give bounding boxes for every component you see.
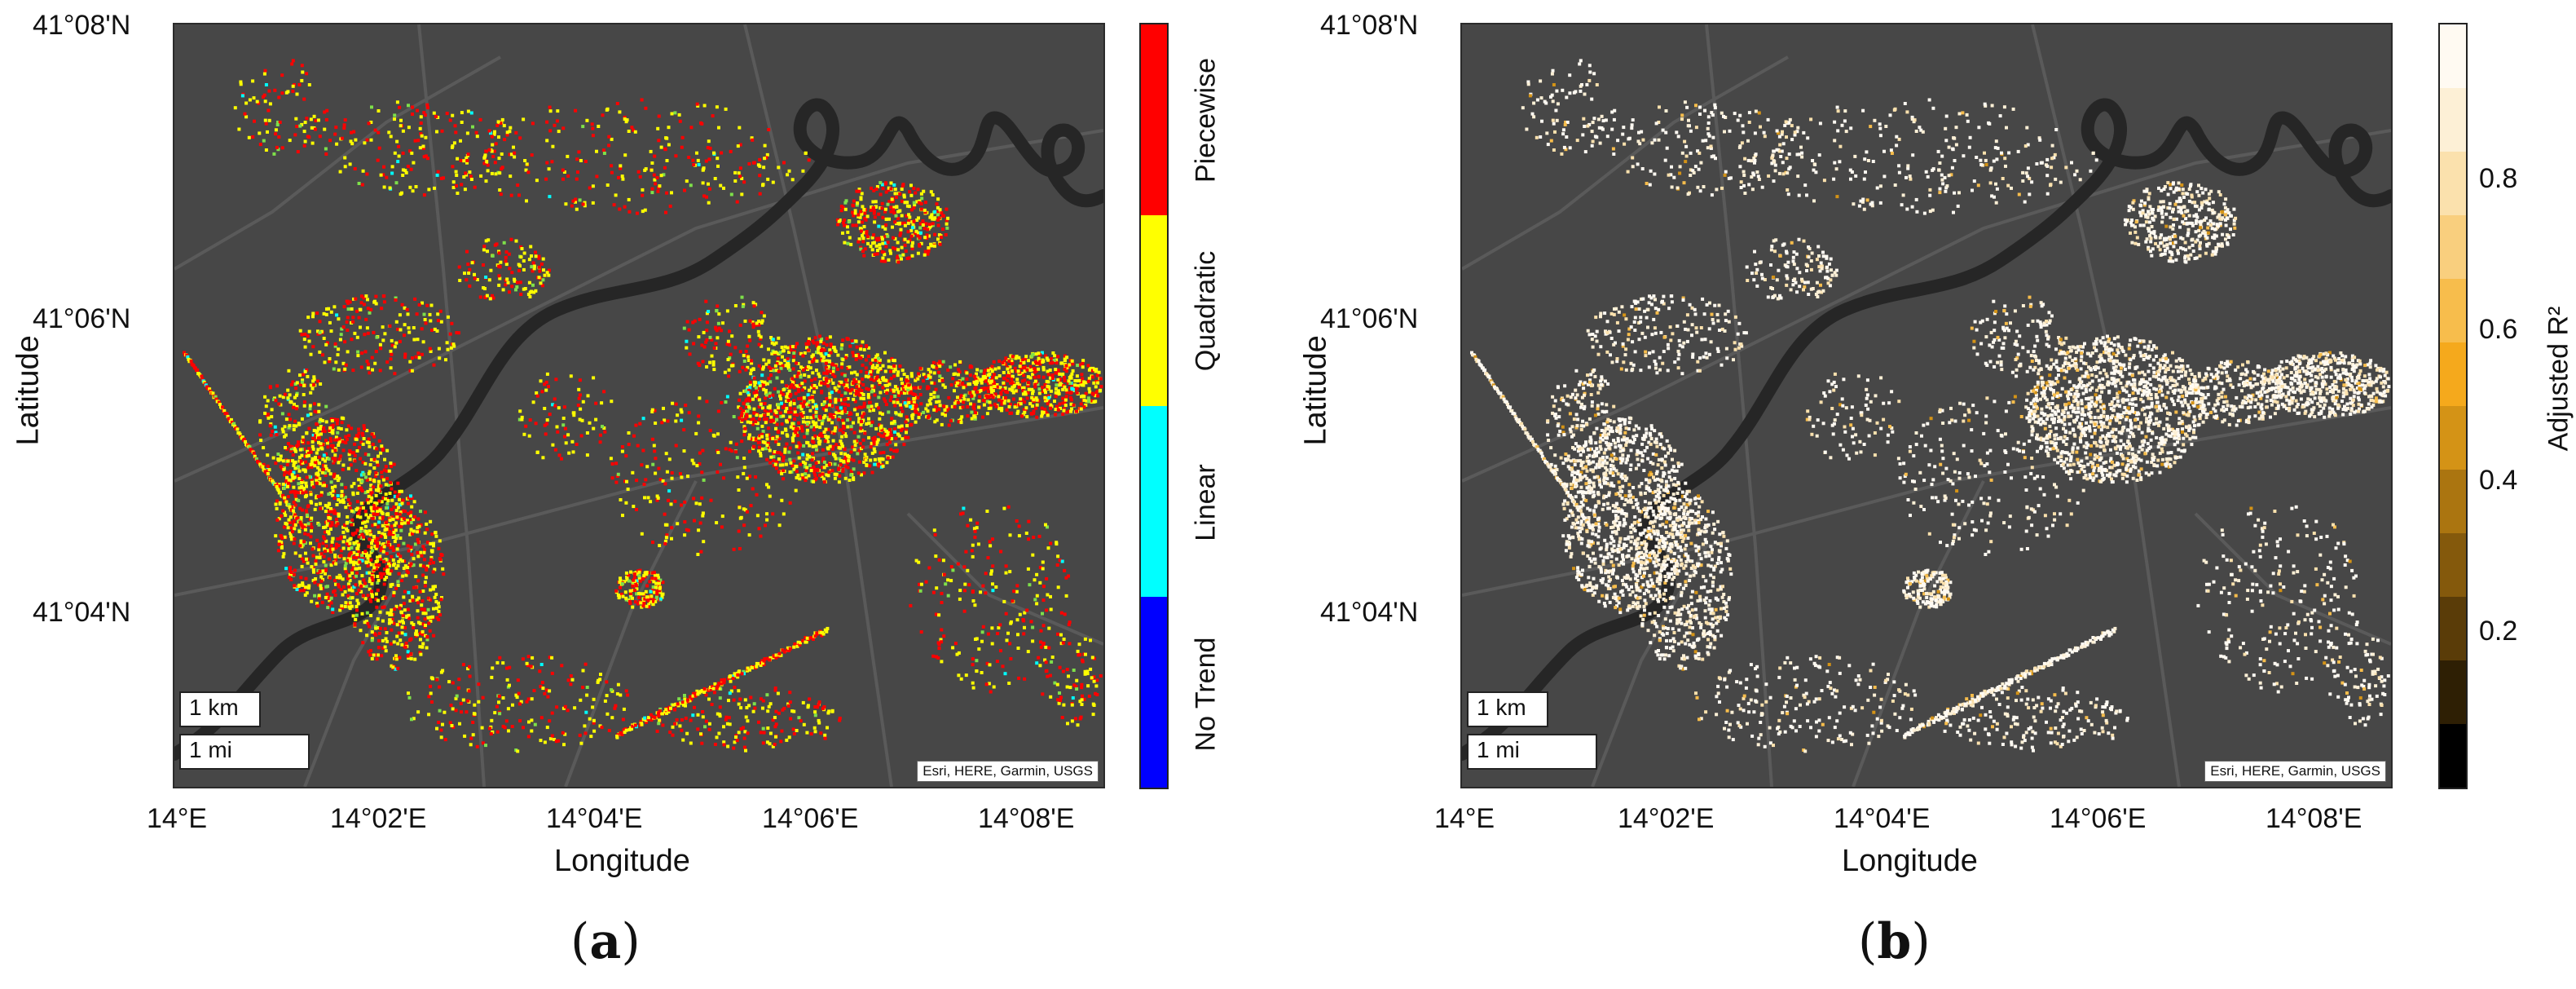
colorbar-segment xyxy=(2440,24,2466,88)
category-legend-bar xyxy=(1139,23,1169,789)
pixel-points xyxy=(183,59,1103,753)
legend-swatch-no-trend xyxy=(1141,597,1167,788)
x-tick-14-00: 14°E xyxy=(1434,803,1495,834)
x-tick-14-04: 14°04'E xyxy=(546,803,643,834)
y-tick-41-08: 41°08'N xyxy=(33,10,131,41)
x-tick-14-08: 14°08'E xyxy=(978,803,1075,834)
legend-label-no-trend: No Trend xyxy=(1190,637,1222,752)
colorbar-segment xyxy=(2440,342,2466,406)
y-tick-41-04: 41°04'N xyxy=(1320,597,1419,628)
colorbar-segment xyxy=(2440,660,2466,724)
road xyxy=(174,55,501,271)
x-tick-14-02: 14°02'E xyxy=(1618,803,1715,834)
colorbar-segment xyxy=(2440,724,2466,788)
panel-a: 41°08'N 41°06'N 41°04'N Latitude 1 km 1 m… xyxy=(11,10,1222,970)
scale-bar-mi: 1 mi xyxy=(179,734,310,770)
road xyxy=(906,512,1103,646)
legend-label-piecewise: Piecewise xyxy=(1190,57,1222,183)
colorbar-title: Adjusted R² xyxy=(2543,306,2574,452)
road xyxy=(174,129,1103,483)
colorbar-segment xyxy=(2440,597,2466,660)
y-tick-41-06: 41°06'N xyxy=(1320,303,1419,334)
x-tick-14-04: 14°04'E xyxy=(1834,803,1931,834)
map-attribution: Esri, HERE, Garmin, USGS xyxy=(917,761,1099,782)
legend-swatch-piecewise xyxy=(1141,24,1167,215)
colorbar-segment xyxy=(2440,533,2466,597)
x-tick-14-02: 14°02'E xyxy=(330,803,427,834)
adjusted-r2-colorbar xyxy=(2438,23,2468,789)
map-attribution: Esri, HERE, Garmin, USGS xyxy=(2204,761,2386,782)
colorbar-tick-0-4: 0.4 xyxy=(2479,465,2518,496)
panel-label-a: (a) xyxy=(570,913,641,970)
legend-swatch-quadratic xyxy=(1141,215,1167,406)
river-volturno xyxy=(174,98,1103,761)
legend-swatch-linear xyxy=(1141,406,1167,597)
road xyxy=(2194,512,2391,646)
x-tick-14-08: 14°08'E xyxy=(2266,803,2362,834)
legend-label-quadratic: Quadratic xyxy=(1190,250,1222,372)
legend-label-linear: Linear xyxy=(1190,464,1222,541)
scale-bar-mi: 1 mi xyxy=(1467,734,1597,770)
colorbar-segment xyxy=(2440,88,2466,152)
colorbar-segment xyxy=(2440,470,2466,533)
x-tick-14-06: 14°06'E xyxy=(762,803,859,834)
road xyxy=(1462,129,2391,483)
road xyxy=(2031,24,2181,787)
colorbar-segment xyxy=(2440,152,2466,215)
panel-b: 41°08'N 41°06'N 41°04'N Latitude 1 km 1 m… xyxy=(1288,0,2575,989)
y-tick-41-08: 41°08'N xyxy=(1320,10,1419,41)
y-axis-title: Latitude xyxy=(11,335,46,446)
map-panel-b[interactable]: 1 km 1 mi Esri, HERE, Garmin, USGS xyxy=(1460,23,2393,788)
road xyxy=(417,24,486,787)
x-tick-14-06: 14°06'E xyxy=(2050,803,2147,834)
y-tick-41-04: 41°04'N xyxy=(33,597,131,628)
x-axis-title: Longitude xyxy=(1842,844,1978,878)
road xyxy=(1462,55,1789,271)
road xyxy=(1705,24,1773,787)
y-axis-title: Latitude xyxy=(1298,335,1333,446)
road xyxy=(1852,480,1985,787)
colorbar-tick-0-6: 0.6 xyxy=(2479,314,2518,345)
colorbar-segment xyxy=(2440,279,2466,342)
colorbar-segment xyxy=(2440,406,2466,470)
scale-bar-km: 1 km xyxy=(1467,691,1548,727)
colorbar-segment xyxy=(2440,215,2466,279)
y-tick-41-06: 41°06'N xyxy=(33,303,131,334)
scale-bar-km: 1 km xyxy=(179,691,261,727)
river-volturno xyxy=(1462,98,2391,761)
pixel-points xyxy=(1470,59,2391,753)
map-panel-a[interactable]: 1 km 1 mi Esri, HERE, Garmin, USGS xyxy=(173,23,1105,788)
map-layer xyxy=(174,24,1103,787)
colorbar-tick-0-8: 0.8 xyxy=(2479,163,2518,194)
road xyxy=(743,24,893,787)
colorbar-tick-0-2: 0.2 xyxy=(2479,616,2518,647)
road xyxy=(564,480,698,787)
x-tick-14-00: 14°E xyxy=(147,803,208,834)
panel-label-b: (b) xyxy=(1858,913,1931,970)
x-axis-title: Longitude xyxy=(554,844,690,878)
map-layer xyxy=(1462,24,2391,787)
